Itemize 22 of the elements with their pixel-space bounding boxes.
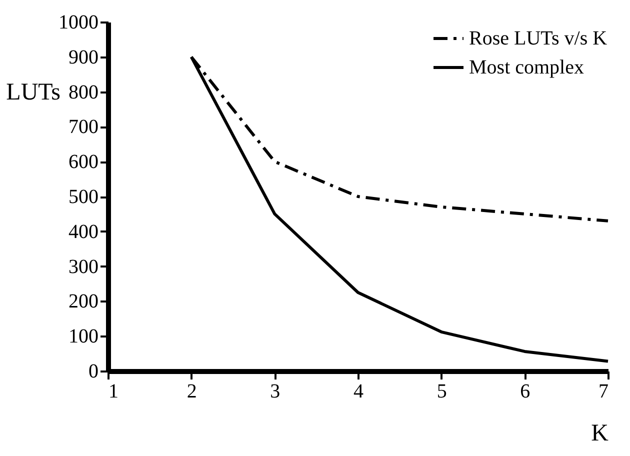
x-axis-title: K <box>591 420 610 446</box>
legend-label: Rose LUTs v/s K <box>469 28 608 50</box>
x-tick-label: 2 <box>186 380 197 402</box>
y-tick-label: 400 <box>68 220 98 243</box>
y-tick-label: 700 <box>68 116 98 138</box>
y-tick-label: 200 <box>68 290 98 313</box>
x-tick-label: 4 <box>354 380 364 402</box>
x-tick-label: 3 <box>270 380 280 402</box>
y-tick-label: 100 <box>68 326 98 348</box>
y-tick-label: 300 <box>68 256 98 278</box>
x-tick-label: 7 <box>598 380 608 402</box>
y-tick-label: 900 <box>68 46 98 68</box>
y-tick-label: 1000 <box>58 12 98 34</box>
x-tick-label: 1 <box>108 380 118 402</box>
y-tick-label: 0 <box>88 360 98 382</box>
legend-label: Most complex <box>469 56 584 78</box>
y-tick-label: 500 <box>68 186 98 208</box>
y-tick-label: 600 <box>68 151 98 174</box>
y-tick-label: 800 <box>68 81 98 104</box>
x-tick-label: 6 <box>520 380 530 402</box>
y-axis-title: LUTs <box>6 80 60 106</box>
x-tick-label: 5 <box>436 380 447 402</box>
